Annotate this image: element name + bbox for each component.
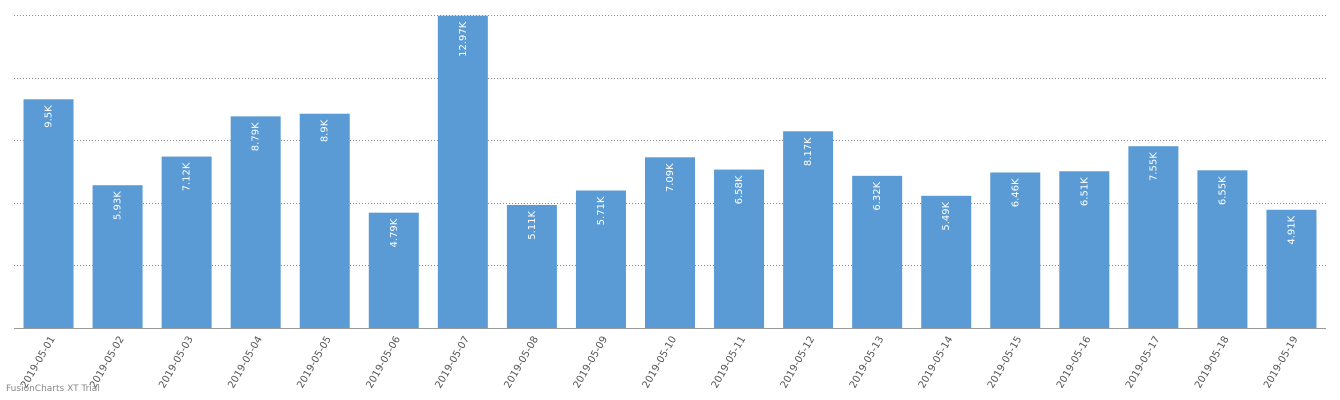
bar[interactable] bbox=[714, 169, 765, 328]
x-tick-label: 2019-05-18 bbox=[1193, 335, 1232, 391]
bar-value-label: 4.79K bbox=[389, 218, 400, 247]
x-tick-label: 2019-05-12 bbox=[779, 335, 818, 391]
bar-value-label: 6.46K bbox=[1010, 178, 1021, 207]
bar-value-label: 8.17K bbox=[803, 137, 814, 166]
x-tick-label: 2019-05-13 bbox=[848, 335, 887, 391]
bar-value-label: 6.32K bbox=[872, 181, 883, 210]
value-labels: 9.5K 5.93K 7.12K 8.79K 8.9K 4.79K 12.97K 5.11K 5… bbox=[44, 21, 1298, 247]
bar[interactable] bbox=[921, 195, 972, 328]
bar[interactable] bbox=[1059, 171, 1110, 328]
bar-value-label: 9.5K bbox=[44, 105, 55, 128]
x-tick-label: 2019-05-19 bbox=[1262, 335, 1301, 391]
bar[interactable] bbox=[1266, 209, 1317, 328]
x-tick-label: 2019-05-15 bbox=[986, 335, 1025, 391]
bar-value-label: 5.11K bbox=[527, 211, 538, 240]
bar[interactable] bbox=[990, 172, 1041, 328]
x-tick-label: 2019-05-03 bbox=[157, 335, 196, 391]
x-tick-label: 2019-05-07 bbox=[433, 335, 472, 391]
x-tick-label: 2019-05-14 bbox=[917, 335, 956, 391]
bar[interactable] bbox=[1128, 146, 1179, 328]
bar-value-label: 5.71K bbox=[596, 196, 607, 225]
bar-value-label: 7.09K bbox=[665, 163, 676, 192]
bar[interactable] bbox=[1197, 170, 1248, 328]
bar-value-label: 12.97K bbox=[458, 21, 469, 57]
bar[interactable] bbox=[575, 190, 626, 328]
x-tick-label: 2019-05-06 bbox=[364, 335, 403, 391]
bar[interactable] bbox=[645, 157, 695, 328]
bar[interactable] bbox=[368, 212, 419, 328]
x-tick-label: 2019-05-10 bbox=[641, 335, 680, 391]
bar-value-label: 8.79K bbox=[251, 122, 262, 151]
x-tick-label: 2019-05-16 bbox=[1055, 335, 1094, 391]
x-tick-label: 2019-05-01 bbox=[19, 335, 58, 391]
x-tick-label: 2019-05-11 bbox=[710, 335, 749, 391]
bar[interactable] bbox=[230, 116, 281, 328]
bar-value-label: 7.55K bbox=[1148, 152, 1159, 181]
x-tick-label: 2019-05-08 bbox=[503, 335, 542, 391]
bar[interactable] bbox=[437, 15, 488, 328]
bar-value-label: 8.9K bbox=[320, 119, 331, 142]
bar[interactable] bbox=[92, 185, 143, 328]
bar[interactable] bbox=[506, 204, 557, 328]
bar-value-label: 7.12K bbox=[182, 162, 193, 191]
bar[interactable] bbox=[852, 175, 903, 328]
bar-value-label: 6.51K bbox=[1079, 177, 1090, 206]
x-tick-label: 2019-05-05 bbox=[295, 335, 334, 391]
bar-value-label: 4.91K bbox=[1286, 215, 1297, 244]
x-tick-label: 2019-05-04 bbox=[226, 335, 265, 391]
watermark-text: FusionCharts XT Trial bbox=[6, 384, 100, 394]
bar[interactable] bbox=[783, 131, 834, 328]
x-tick-label: 2019-05-09 bbox=[572, 335, 611, 391]
bar-value-label: 6.58K bbox=[734, 175, 745, 204]
bar-value-label: 6.55K bbox=[1217, 176, 1228, 205]
x-tick-label: 2019-05-02 bbox=[88, 335, 127, 391]
x-tick-label: 2019-05-17 bbox=[1124, 335, 1163, 391]
bar-value-label: 5.49K bbox=[941, 201, 952, 230]
bar[interactable] bbox=[299, 113, 350, 328]
bar[interactable] bbox=[161, 156, 212, 328]
bar[interactable] bbox=[23, 99, 74, 329]
bar-value-label: 5.93K bbox=[113, 191, 124, 220]
x-axis-tick-labels: 2019-05-01 2019-05-02 2019-05-03 2019-05-04… bbox=[19, 335, 1301, 391]
bars bbox=[23, 15, 1317, 329]
